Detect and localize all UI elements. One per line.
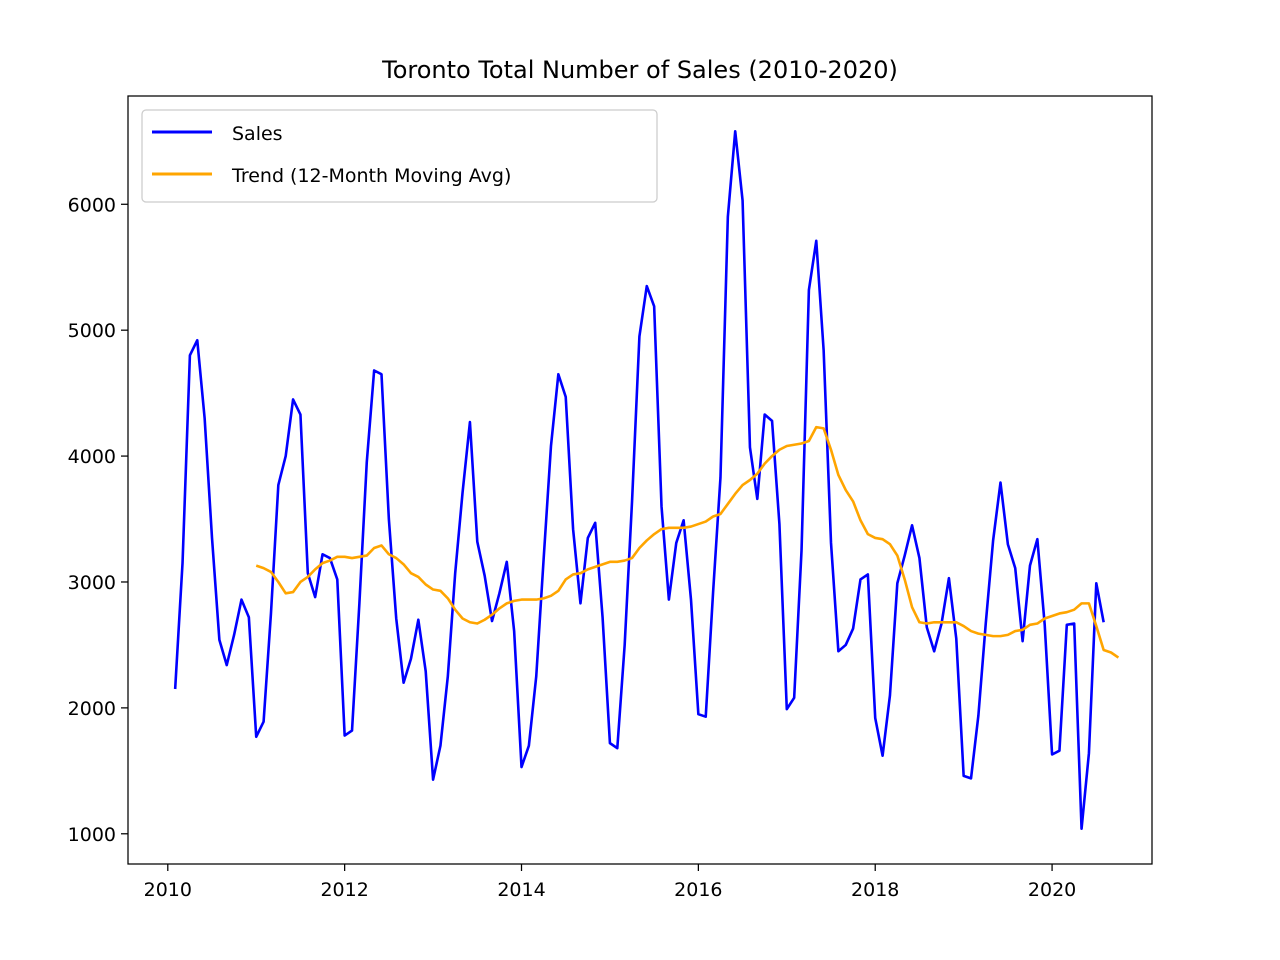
legend-label-sales: Sales <box>232 123 283 145</box>
legend-label-trend: Trend (12-Month Moving Avg) <box>231 165 511 187</box>
chart-title: Toronto Total Number of Sales (2010-2020… <box>381 56 898 84</box>
legend-box <box>141 109 658 203</box>
y-tick-label: 1000 <box>68 824 116 846</box>
y-tick-label: 3000 <box>68 572 116 594</box>
x-axis: 2010 2012 2014 2016 2018 2020 <box>144 864 1076 901</box>
x-tick-label: 2014 <box>497 879 545 901</box>
y-tick-label: 4000 <box>68 446 116 468</box>
plot-frame <box>127 95 1153 865</box>
x-tick-label: 2018 <box>851 879 899 901</box>
y-tick-label: 5000 <box>68 320 116 342</box>
y-tick-label: 2000 <box>68 698 116 720</box>
legend: Sales Trend (12-Month Moving Avg) <box>141 109 658 203</box>
y-tick-label: 6000 <box>68 194 116 216</box>
x-tick-label: 2020 <box>1028 879 1076 901</box>
plot-area <box>127 95 1153 865</box>
series-lines <box>173 129 1120 831</box>
sales-series-line <box>173 129 1105 831</box>
trend-series-line <box>255 425 1120 659</box>
x-tick-label: 2012 <box>320 879 368 901</box>
x-tick-label: 2016 <box>674 879 722 901</box>
y-axis: 1000 2000 3000 4000 5000 6000 <box>68 194 128 846</box>
x-tick-label: 2010 <box>144 879 192 901</box>
